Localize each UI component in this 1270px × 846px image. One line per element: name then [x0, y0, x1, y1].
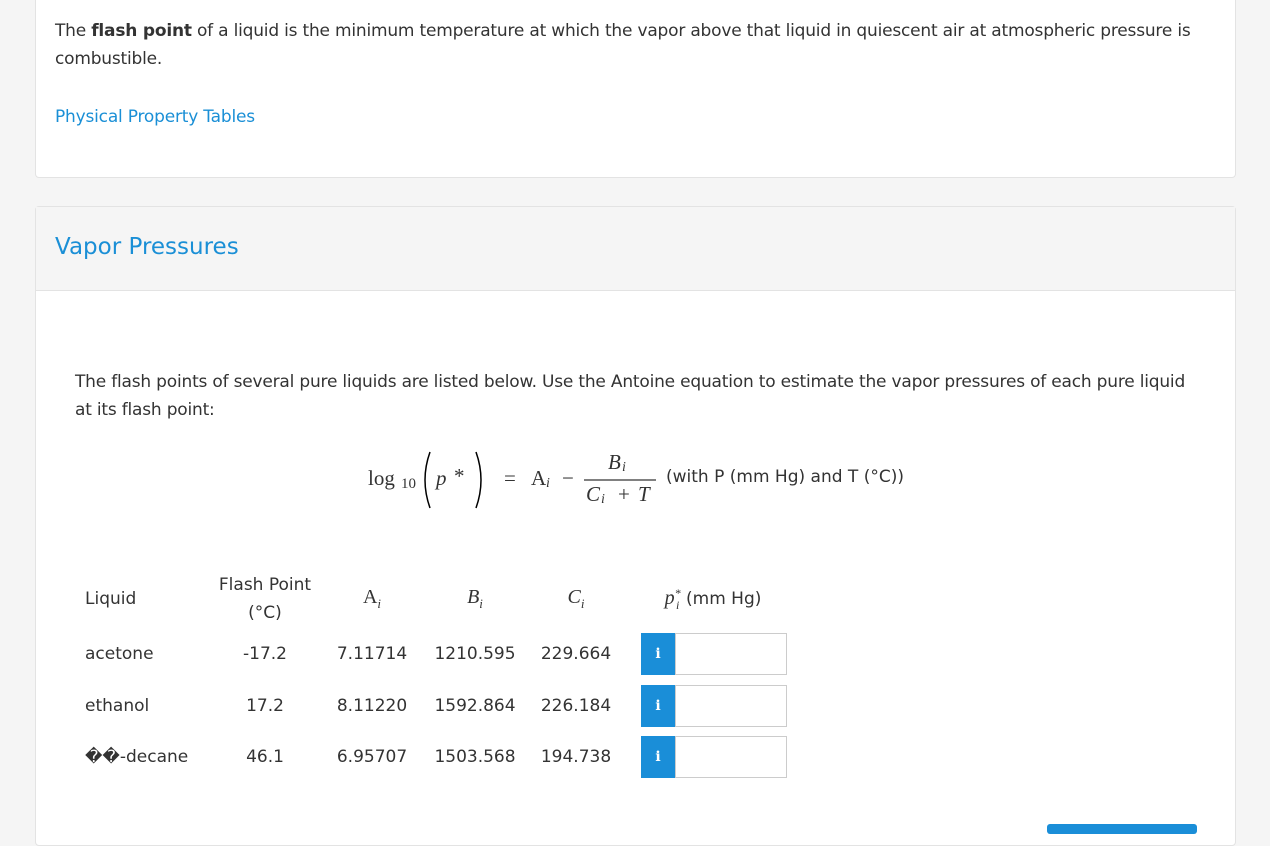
- property-tables-link[interactable]: Physical Property Tables: [55, 107, 255, 127]
- eq-b: B: [608, 450, 621, 474]
- info-button[interactable]: i: [641, 684, 675, 727]
- c-value: 229.664: [540, 644, 612, 664]
- b-value: 1503.568: [434, 747, 516, 767]
- answer-input[interactable]: [675, 633, 787, 675]
- header-c-text: C: [567, 586, 581, 608]
- intro-card: The flash point of a liquid is the minim…: [35, 0, 1236, 178]
- eq-paren-left: [424, 451, 431, 509]
- header-p-unit: (mm Hg): [686, 589, 762, 609]
- b-value: 1210.595: [434, 644, 516, 664]
- eq-a: A: [531, 466, 547, 490]
- next-button-edge[interactable]: [1047, 824, 1197, 834]
- header-b-sub: i: [479, 596, 483, 611]
- eq-equals: =: [504, 466, 516, 490]
- header-p-sub: i: [675, 598, 680, 612]
- flash-point: 46.1: [246, 747, 284, 767]
- intro-text-end: of a liquid is the minimum temperature a…: [55, 21, 1191, 69]
- intro-bold-term: flash point: [91, 21, 192, 41]
- header-flash-point: Flash Point (°C): [218, 575, 312, 623]
- flash-point: 17.2: [246, 695, 284, 716]
- eq-minus: −: [562, 466, 574, 490]
- info-button[interactable]: i: [641, 633, 675, 675]
- intro-text: The flash point of a liquid is the minim…: [55, 17, 1225, 73]
- liquid: acetone: [85, 644, 154, 664]
- eq-c: C: [586, 482, 601, 506]
- eq-note: (with P (mm Hg) and T (°C)): [666, 467, 904, 487]
- header-a-text: A: [362, 586, 378, 608]
- header-liquid: Liquid: [85, 589, 137, 609]
- section-title: Vapor Pressures: [55, 234, 239, 260]
- intro-text-start: The: [55, 21, 92, 41]
- question-text: The flash points of several pure liquids…: [75, 372, 1186, 420]
- page: Vapor Pressures {"intro": {"before": "Th…: [35, 0, 1236, 846]
- header-b: Bi: [467, 586, 483, 612]
- header-b-text: B: [467, 586, 480, 608]
- header-c-sub: i: [580, 596, 585, 611]
- answer-input[interactable]: [675, 736, 787, 778]
- info-button[interactable]: i: [641, 736, 675, 778]
- answer-input[interactable]: [675, 684, 787, 727]
- header-p-text: p: [664, 587, 675, 609]
- page-body: The flash point of a liquid is the minim…: [35, 0, 1236, 846]
- b-value: 1592.864: [434, 695, 516, 716]
- a-value: 6.95707: [336, 747, 408, 767]
- eq-p: p: [436, 466, 447, 490]
- eq-plus: +: [618, 482, 630, 506]
- c-value: 226.184: [540, 695, 612, 716]
- eq-star: *: [454, 464, 465, 488]
- eq-fraction-bar: [584, 479, 656, 481]
- eq-a-sub: i: [546, 476, 550, 491]
- liquid: ��-decane: [85, 747, 189, 767]
- liquid: ethanol: [85, 695, 150, 716]
- header-c: Ci: [568, 586, 585, 612]
- eq-base: 10: [401, 476, 416, 492]
- eq-b-sub: i: [622, 460, 626, 475]
- header-a-sub: i: [377, 596, 382, 611]
- c-value: 194.738: [540, 747, 612, 767]
- eq-paren-right: [475, 451, 482, 509]
- header-p: p * i (mm Hg): [665, 587, 762, 611]
- eq-log: log: [368, 466, 395, 490]
- header-a: Ai: [363, 586, 381, 612]
- eq-c-sub: i: [601, 492, 605, 507]
- card-header: Vapor Pressures: [36, 207, 1235, 291]
- a-value: 8.11220: [336, 695, 408, 716]
- eq-t: T: [638, 482, 650, 506]
- header-p-sup: *: [674, 586, 681, 600]
- flash-point: -17.2: [243, 644, 287, 664]
- a-value: 7.11714: [336, 644, 408, 664]
- vapor-card: Vapor Pressures The flash points of seve…: [35, 206, 1236, 846]
